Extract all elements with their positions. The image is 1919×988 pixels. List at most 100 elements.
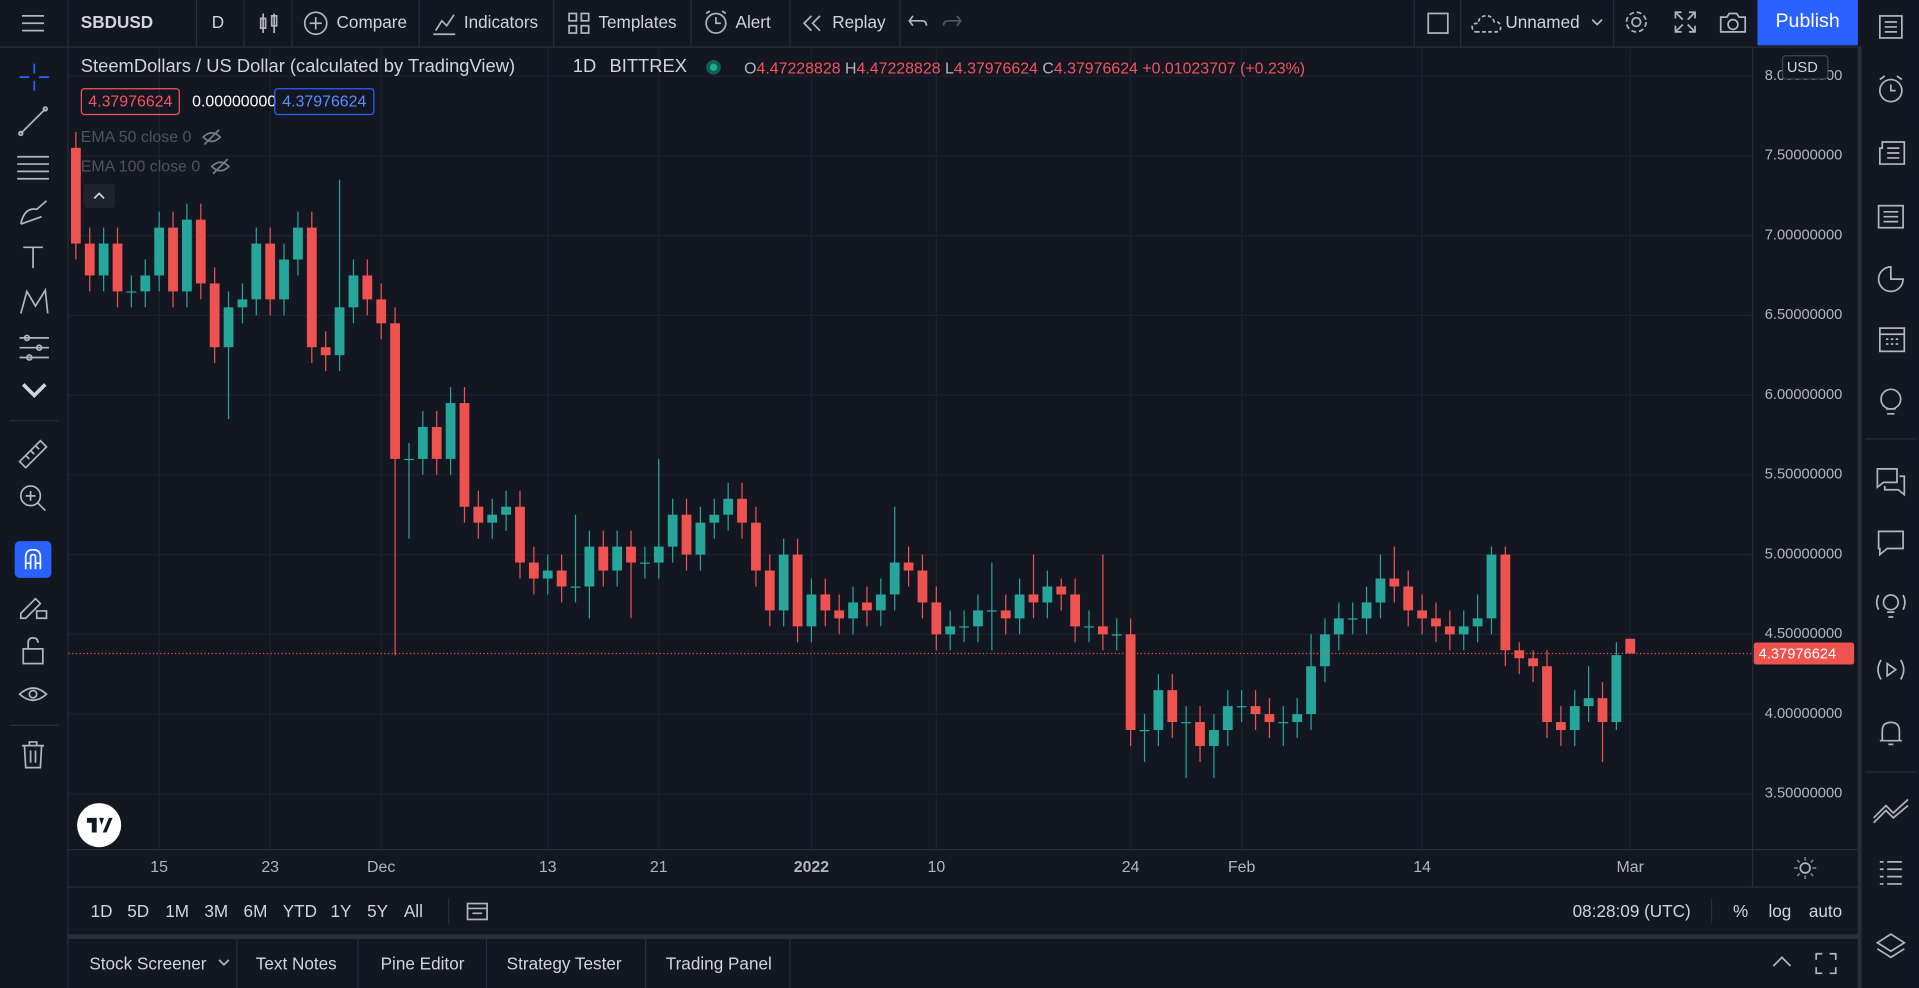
broadcast-icon[interactable]: [1874, 653, 1908, 687]
settings-icon[interactable]: [1623, 9, 1650, 36]
tab-pine-editor[interactable]: Pine Editor: [380, 953, 465, 974]
candle-body: [237, 299, 248, 308]
go-to-date[interactable]: [465, 900, 489, 922]
maximize-panel[interactable]: [1814, 951, 1838, 975]
symbol[interactable]: SBDUSD: [80, 12, 154, 32]
magnet-tool[interactable]: [14, 541, 52, 578]
crosshair-tool[interactable]: [17, 61, 51, 93]
log-toggle[interactable]: log: [1768, 901, 1792, 921]
undo-icon[interactable]: [907, 12, 929, 32]
news-icon[interactable]: [1876, 138, 1908, 167]
chats-icon[interactable]: [1874, 465, 1908, 497]
market-status[interactable]: [706, 59, 721, 75]
chart-type-icon[interactable]: [257, 10, 281, 37]
messages-icon[interactable]: [1875, 526, 1907, 558]
redo-icon[interactable]: [941, 12, 963, 32]
hidden-icon[interactable]: [209, 157, 231, 177]
more-tools[interactable]: [20, 381, 49, 401]
pattern-tool[interactable]: [17, 286, 51, 318]
candle-body: [306, 227, 317, 348]
stay-drawing-tool[interactable]: [17, 589, 49, 621]
tab-trading-panel[interactable]: Trading Panel: [665, 953, 772, 974]
range-5y[interactable]: 5Y: [367, 901, 389, 921]
x-tick-label: 24: [1122, 859, 1140, 876]
collapse-legend[interactable]: [83, 183, 116, 209]
hide-tool[interactable]: [17, 679, 49, 711]
templates-icon[interactable]: [567, 11, 591, 35]
candle-body: [1555, 722, 1566, 731]
y-tick-label: 7.50000000: [1765, 148, 1843, 164]
fullscreen-icon[interactable]: [1673, 10, 1697, 34]
range-3m[interactable]: 3M: [204, 901, 229, 921]
axis-settings[interactable]: [1793, 856, 1817, 880]
tab-text-notes[interactable]: Text Notes: [255, 953, 337, 974]
streams-icon[interactable]: [1874, 590, 1908, 624]
alerts-icon[interactable]: [1876, 73, 1905, 105]
publish-button[interactable]: Publish: [1757, 0, 1858, 46]
candle-body: [1028, 594, 1039, 603]
ideas-icon[interactable]: [1876, 387, 1905, 419]
candle-body: [806, 594, 817, 627]
indicator-ema-100[interactable]: EMA 100 close 0: [80, 156, 201, 176]
hidden-icon[interactable]: [201, 127, 223, 147]
fib-tool[interactable]: [15, 152, 52, 181]
candle-body: [348, 275, 359, 308]
dom-icon[interactable]: [1876, 857, 1905, 889]
sell-box[interactable]: 4.37976624: [80, 88, 180, 116]
snapshot-icon[interactable]: [1718, 10, 1747, 34]
last-price-label: 4.37976624: [1759, 647, 1837, 663]
expand-panel[interactable]: [1771, 954, 1793, 971]
menu-icon[interactable]: [20, 11, 47, 35]
range-1m[interactable]: 1M: [165, 901, 190, 921]
range-5d[interactable]: 5D: [127, 901, 150, 921]
candle-body: [1000, 610, 1011, 619]
percent-toggle[interactable]: %: [1732, 901, 1749, 921]
text-tool[interactable]: [20, 242, 47, 271]
brush-tool[interactable]: [17, 197, 51, 229]
alert-icon[interactable]: [702, 9, 729, 36]
interval[interactable]: D: [211, 12, 225, 32]
zoom-tool[interactable]: [17, 482, 49, 514]
lock-tool[interactable]: [18, 635, 47, 667]
replay-button[interactable]: Replay: [832, 12, 886, 32]
watchlist-icon[interactable]: [1876, 12, 1905, 41]
auto-toggle[interactable]: auto: [1808, 901, 1843, 921]
ruler-tool[interactable]: [16, 437, 50, 471]
layout-icon[interactable]: [1426, 11, 1450, 35]
range-1y[interactable]: 1Y: [330, 901, 352, 921]
trading-icon[interactable]: [1871, 796, 1910, 825]
calendar-icon[interactable]: [1876, 263, 1908, 295]
tab-stock-screener[interactable]: Stock Screener: [89, 953, 207, 974]
notifications-icon[interactable]: [1876, 717, 1905, 749]
layout-name[interactable]: Unnamed: [1505, 12, 1580, 32]
range-6m[interactable]: 6M: [243, 901, 268, 921]
tab-chevron[interactable]: [218, 957, 230, 967]
layers-icon[interactable]: [1874, 930, 1908, 964]
trendline-tool[interactable]: [17, 105, 49, 137]
buy-box[interactable]: 4.37976624: [274, 88, 375, 116]
range-all[interactable]: All: [403, 901, 423, 921]
alert-button[interactable]: Alert: [735, 12, 771, 32]
tab-strategy-tester[interactable]: Strategy Tester: [506, 953, 622, 974]
hotlist-icon[interactable]: [1874, 198, 1908, 230]
compare-icon[interactable]: [302, 10, 329, 37]
indicator-ema-50[interactable]: EMA 50 close 0: [80, 127, 192, 146]
calendar-grid-icon[interactable]: [1876, 323, 1908, 355]
indicators-button[interactable]: Indicators: [463, 12, 539, 32]
close-value: 4.37976624: [1053, 58, 1138, 78]
indicators-icon[interactable]: [431, 10, 458, 37]
range-ytd[interactable]: YTD: [282, 901, 317, 921]
delete-tool[interactable]: [18, 739, 47, 771]
x-tick-label: 10: [927, 859, 945, 876]
clock[interactable]: 08:28:09 (UTC): [1572, 901, 1691, 921]
cloud-icon[interactable]: [1469, 11, 1503, 35]
compare-button[interactable]: Compare: [336, 12, 408, 32]
candle-body: [431, 426, 442, 459]
tv-logo[interactable]: ​: [77, 803, 122, 848]
layout-chevron[interactable]: [1590, 16, 1605, 28]
range-1d[interactable]: 1D: [90, 901, 113, 921]
templates-button[interactable]: Templates: [598, 12, 677, 32]
replay-icon[interactable]: [800, 12, 824, 34]
currency-selector[interactable]: USD: [1781, 55, 1829, 80]
forecast-tool[interactable]: [17, 332, 51, 364]
